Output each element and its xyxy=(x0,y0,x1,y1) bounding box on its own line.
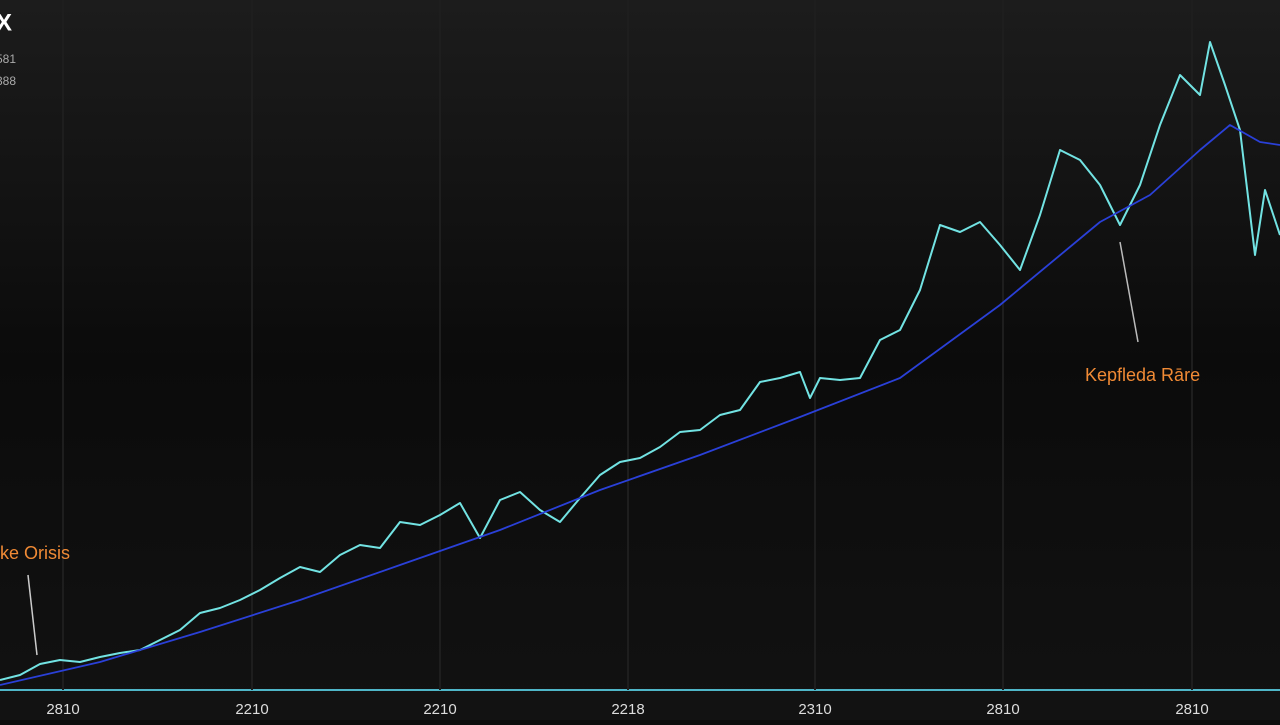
chart-title: X xyxy=(0,9,12,36)
x-tick-label: 2310 xyxy=(798,701,831,718)
annotation-arrow xyxy=(27,574,38,656)
x-tick-label: 2810 xyxy=(46,701,79,718)
line-series xyxy=(0,41,1280,681)
x-tick-label: 2210 xyxy=(235,701,268,718)
subtitle: 581 xyxy=(0,52,16,66)
annotation-arrow xyxy=(1119,241,1139,343)
x-tick-label: 2810 xyxy=(1175,701,1208,718)
x-tick-label: 2210 xyxy=(423,701,456,718)
annotation: ke Orisis xyxy=(0,543,70,563)
x-tick-label: 2810 xyxy=(986,701,1019,718)
annotation: Kepfleda Rāre xyxy=(1085,365,1200,385)
x-tick-label: 2218 xyxy=(611,701,644,718)
subtitle: 388 xyxy=(0,74,16,88)
line-series xyxy=(0,124,1280,686)
